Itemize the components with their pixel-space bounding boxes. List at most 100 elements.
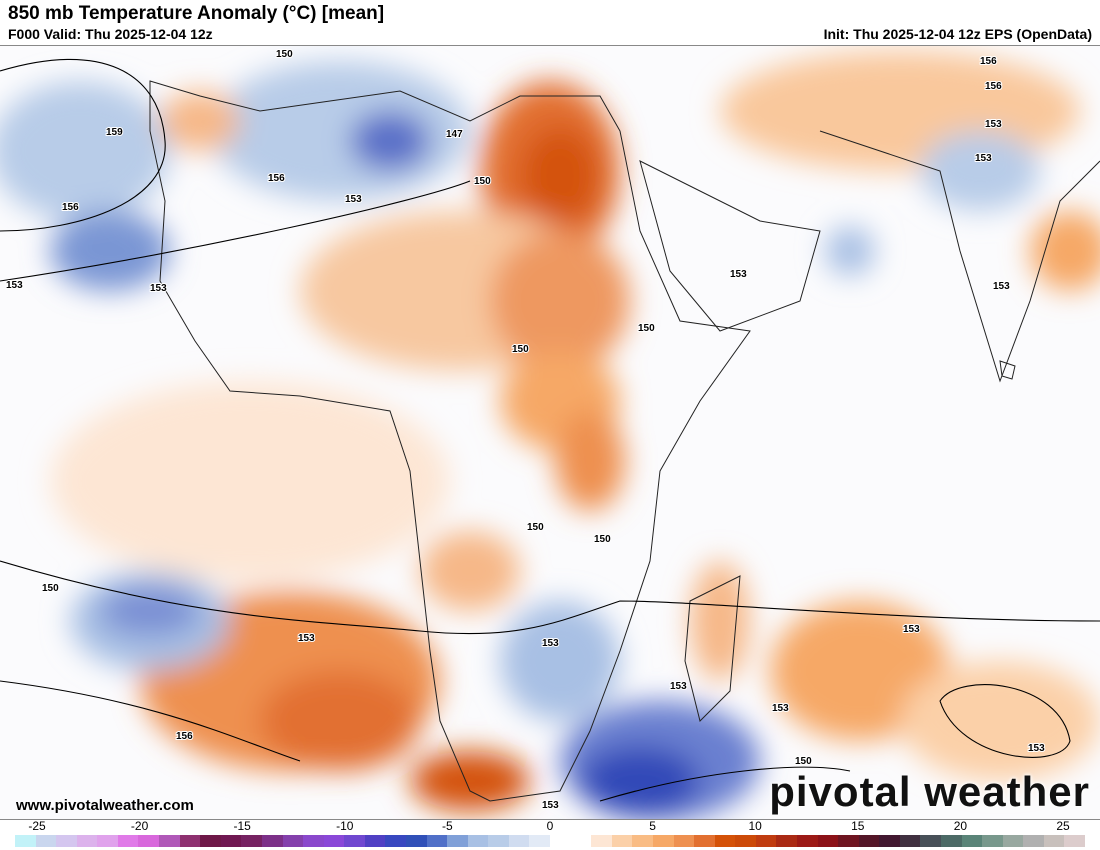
contour-label: 159 [106, 127, 123, 138]
colorbar-swatch [529, 835, 551, 847]
colorbar-swatch [447, 835, 468, 847]
colorbar-swatch [508, 835, 530, 847]
colorbar-swatch [591, 835, 612, 847]
colorbar-swatch [488, 835, 509, 847]
anomaly-shading [0, 51, 1100, 819]
colorbar-tick-label: -20 [130, 819, 149, 833]
colorbar-swatch [673, 835, 695, 847]
contour-labels: 159 156 153 150 147 150 153 156 153 153 153 156 153 1… [5, 48, 1046, 812]
website-url: www.pivotalweather.com [16, 797, 194, 814]
contour-label: 150 [527, 522, 544, 533]
colorbar-swatch [97, 835, 118, 847]
colorbar-swatch [961, 835, 983, 847]
colorbar-tick-label: -25 [28, 819, 46, 833]
init-time: Init: Thu 2025-12-04 12z EPS (OpenData) [823, 26, 1092, 42]
contour-label: 150 [795, 756, 812, 767]
colorbar-swatch [385, 835, 406, 847]
colorbar-swatch [755, 835, 777, 847]
colorbar-swatch [138, 835, 160, 847]
colorbar-swatch [1002, 835, 1024, 847]
colorbar-swatch [241, 835, 262, 847]
contour-label: 153 [298, 633, 315, 644]
colorbar-swatch [117, 835, 139, 847]
contour-label: 153 [542, 638, 559, 649]
height-contours [0, 58, 1100, 802]
contour-label: 150 [42, 583, 59, 594]
colorbar-swatch [879, 835, 900, 847]
contour-label: 156 [980, 56, 997, 67]
colorbar-swatch [735, 835, 756, 847]
colorbar-swatch [838, 835, 859, 847]
contour-label: 150 [594, 534, 611, 545]
colorbar-tick-label: 20 [953, 819, 968, 833]
contour-label: 153 [772, 703, 789, 714]
colorbar-swatch [941, 835, 962, 847]
colorbar-tick-label: 10 [748, 819, 762, 833]
colorbar-swatch [344, 835, 365, 847]
colorbar-swatch [776, 835, 797, 847]
colorbar-tick-label: 5 [649, 819, 656, 833]
contour-label: 156 [985, 81, 1002, 92]
contour-label: 156 [268, 173, 285, 184]
colorbar-swatch [405, 835, 427, 847]
contour-label: 153 [542, 800, 559, 811]
colorbar-swatch [694, 835, 715, 847]
colorbar-tick-label: 15 [851, 819, 865, 833]
colorbar-swatch [467, 835, 489, 847]
colorbar-swatch [1043, 835, 1065, 847]
colorbar-swatch [714, 835, 736, 847]
colorbar-swatch [303, 835, 324, 847]
colorbar-swatch [261, 835, 283, 847]
colorbar-tick-label: -15 [233, 819, 251, 833]
temperature-anomaly-map: 159 156 153 150 147 150 153 156 153 153 153 156 153 1… [0, 45, 1100, 820]
colorbar-swatch [15, 835, 36, 847]
colorbar-swatch [570, 835, 592, 847]
colorbar-swatch [858, 835, 880, 847]
contour-label: 153 [670, 681, 687, 692]
contour-label: 150 [474, 176, 491, 187]
colorbar-tick-label: 0 [546, 819, 554, 833]
colorbar-swatch [35, 835, 57, 847]
colorbar-swatch [364, 835, 386, 847]
colorbar-swatch [920, 835, 942, 847]
colorbar-swatch [323, 835, 345, 847]
colorbar-swatch [1023, 835, 1044, 847]
colorbar-swatch [1064, 835, 1086, 847]
contour-label: 153 [730, 269, 747, 280]
contour-label: 153 [903, 624, 920, 635]
colorbar-swatch [282, 835, 304, 847]
contour-label: 153 [150, 283, 167, 294]
colorbar-tick-label: -5 [442, 819, 453, 833]
colorbar-swatch [56, 835, 77, 847]
brand-logo: pivotal weather [769, 768, 1090, 815]
colorbar-swatch [899, 835, 921, 847]
colorbar-swatch [179, 835, 201, 847]
colorbar-swatch [426, 835, 448, 847]
contour-label: 153 [993, 281, 1010, 292]
colorbar-swatch [817, 835, 839, 847]
contour-label: 150 [276, 49, 293, 60]
contour-label: 150 [638, 323, 655, 334]
colorbar-swatch [220, 835, 242, 847]
colorbar-swatch [159, 835, 180, 847]
colorbar-swatch [652, 835, 674, 847]
colorbar-ticks: -25 -20 -15 -10 -5 0 5 10 15 20 25 [0, 819, 1100, 833]
colorbar-tick-label: 25 [1056, 819, 1070, 833]
contour-label: 156 [176, 731, 193, 742]
colorbar-swatch [76, 835, 98, 847]
contour-label: 153 [1028, 743, 1045, 754]
contour-label: 153 [985, 119, 1002, 130]
contour-label: 156 [62, 202, 79, 213]
colorbar-tick-label: -10 [336, 819, 354, 833]
colorbar [15, 835, 1086, 847]
colorbar-swatch [550, 835, 571, 847]
colorbar-swatch [611, 835, 633, 847]
contour-label: 147 [446, 129, 463, 140]
coastlines [149, 80, 1100, 802]
colorbar-swatch [982, 835, 1003, 847]
contour-label: 153 [975, 153, 992, 164]
colorbar-swatch [796, 835, 818, 847]
contour-label: 150 [512, 344, 529, 355]
valid-time: F000 Valid: Thu 2025-12-04 12z [8, 26, 213, 42]
colorbar-swatch [632, 835, 653, 847]
